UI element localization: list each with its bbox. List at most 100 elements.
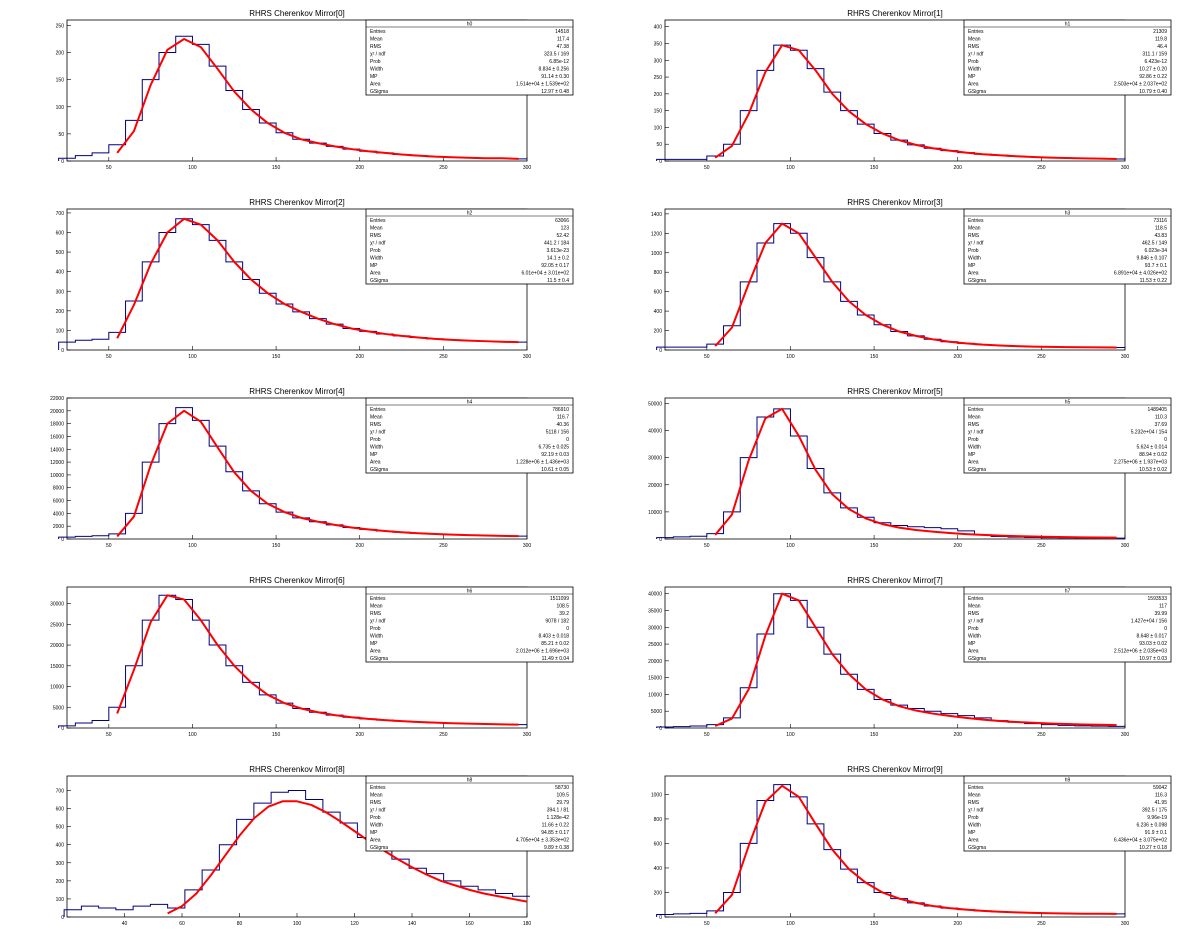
- stats-label: Prob: [370, 248, 381, 254]
- y-tick-label: 12000: [50, 460, 64, 466]
- y-tick-label: 0: [659, 159, 662, 165]
- y-tick-label: 2000: [53, 524, 64, 530]
- stats-label: Mean: [968, 604, 981, 610]
- stats-label: RMS: [968, 800, 980, 806]
- y-tick-label: 30000: [50, 602, 64, 608]
- chart-panel-9: RHRS Cherenkov Mirror[9] 0 200 400 600 800 100…: [651, 765, 1172, 927]
- stats-value: 462.5 / 149: [1142, 241, 1167, 247]
- stats-value: 9.846 ± 0.107: [1136, 256, 1167, 262]
- fit-curve: [167, 800, 528, 915]
- stats-value: 29.79: [556, 800, 569, 806]
- x-tick-label: 300: [1121, 921, 1130, 927]
- stats-label: RMS: [968, 611, 980, 617]
- stats-value: 11.49 ± 0.04: [542, 656, 570, 662]
- stats-label: Prob: [370, 59, 381, 65]
- x-tick-label: 200: [954, 921, 963, 927]
- stats-value: 5118 / 156: [546, 430, 569, 436]
- y-tick-label: 200: [654, 329, 663, 335]
- stats-label: GSigma: [968, 656, 986, 662]
- stats-value: 4.705e+04 ± 3.353e+02: [516, 838, 569, 844]
- chart-title: RHRS Cherenkov Mirror[3]: [847, 198, 943, 207]
- x-tick-label: 50: [106, 354, 112, 360]
- x-tick-label: 50: [106, 543, 112, 549]
- x-tick-label: 100: [188, 165, 197, 171]
- y-tick-label: 6000: [53, 499, 64, 505]
- stats-value: 110.3: [1155, 415, 1167, 421]
- x-tick-label: 150: [272, 165, 281, 171]
- y-tick-label: 150: [56, 78, 65, 84]
- y-tick-label: 0: [61, 537, 64, 543]
- y-tick-label: 10000: [50, 685, 64, 691]
- stats-label: GSigma: [370, 278, 388, 284]
- chart-panel-4: RHRS Cherenkov Mirror[4]0200040006000800…: [50, 387, 574, 549]
- stats-label: MP: [370, 74, 378, 80]
- y-tick-label: 500: [56, 825, 65, 831]
- stats-label: Prob: [968, 437, 979, 443]
- stats-label: Area: [370, 838, 381, 844]
- stats-label: RMS: [370, 800, 382, 806]
- y-tick-label: 700: [56, 211, 65, 217]
- stats-label: Width: [370, 256, 383, 262]
- stats-value: 10.27 ± 0.20: [1139, 67, 1167, 73]
- stats-value: 3.613e-23: [546, 248, 569, 254]
- stats-value: 6.423e-12: [1144, 59, 1167, 65]
- y-tick-label: 10000: [50, 473, 64, 479]
- y-tick-label: 400: [56, 843, 65, 849]
- chart-title: RHRS Cherenkov Mirror[1]: [847, 9, 943, 18]
- stats-label: Area: [370, 82, 381, 88]
- x-tick-label: 300: [1121, 165, 1130, 171]
- stats-value: 93.03 ± 0.02: [1139, 641, 1167, 647]
- stats-label: Width: [968, 823, 981, 829]
- x-tick-label: 300: [523, 165, 532, 171]
- y-tick-label: 200: [654, 890, 663, 896]
- stats-label: χ² / ndf: [968, 241, 984, 247]
- stats-label: Entries: [370, 29, 386, 35]
- x-tick-label: 100: [786, 543, 795, 549]
- stats-value: 37.69: [1154, 422, 1167, 428]
- fit-curve: [714, 784, 1117, 915]
- stats-value: 8.648 ± 0.017: [1136, 634, 1167, 640]
- x-tick-label: 250: [439, 165, 448, 171]
- y-tick-label: 1000: [651, 251, 662, 257]
- x-tick-label: 200: [356, 543, 365, 549]
- y-tick-label: 25000: [50, 622, 64, 628]
- stats-value: 46.4: [1157, 44, 1167, 50]
- y-tick-label: 20000: [648, 659, 662, 665]
- stats-label: Width: [968, 445, 981, 451]
- stats-value: 116.3: [1155, 793, 1167, 799]
- stats-value: 123: [561, 226, 570, 232]
- y-tick-label: 10000: [648, 510, 662, 516]
- stats-value: 0: [1164, 437, 1167, 443]
- chart-panel-7: RHRS Cherenkov Mirror[7] 0 5000 10000 15000 2…: [648, 576, 1172, 738]
- stats-value: 10.53 ± 0.02: [1139, 467, 1167, 473]
- stats-value: 5.624 ± 0.014: [1136, 445, 1167, 451]
- stats-label: χ² / ndf: [968, 808, 984, 814]
- chart-title: RHRS Cherenkov Mirror[7]: [847, 576, 943, 585]
- chart-panel-8: RHRS Cherenkov Mirror[8] 0 100 200 300 400 500…: [56, 765, 574, 927]
- y-tick-label: 35000: [648, 609, 662, 615]
- stats-header: h7: [1065, 589, 1071, 595]
- stats-value: 117.4: [557, 37, 569, 43]
- stats-label: Entries: [968, 29, 984, 35]
- stats-label: GSigma: [370, 89, 388, 95]
- stats-box: [963, 19, 1172, 96]
- x-tick-label: 250: [1037, 921, 1046, 927]
- stats-value: 6.891e+04 ± 4.026e+02: [1114, 271, 1167, 277]
- fit-curve: [714, 44, 1117, 160]
- stats-value: 0: [566, 626, 569, 632]
- stats-label: GSigma: [968, 845, 986, 851]
- y-tick-label: 400: [654, 866, 663, 872]
- stats-label: Entries: [370, 407, 386, 413]
- y-tick-label: 50: [58, 132, 64, 138]
- stats-label: χ² / ndf: [370, 808, 386, 814]
- stats-value: 85.21 ± 0.02: [541, 641, 569, 647]
- chart-panel-0: RHRS Cherenkov Mirror[0] 0 50 100 150 200 250 5…: [56, 9, 574, 171]
- stats-label: Prob: [370, 437, 381, 443]
- x-tick-label: 150: [870, 732, 879, 738]
- stats-value: 117: [1159, 604, 1167, 610]
- stats-label: Mean: [370, 226, 383, 232]
- y-tick-label: 40000: [648, 592, 662, 598]
- chart-panel-6: RHRS Cherenkov Mirror[6] 0 5000 10000 15000 2…: [50, 576, 574, 738]
- chart-panel-3: RHRS Cherenkov Mirror[3] 0 200 400 600 800 100…: [651, 198, 1172, 360]
